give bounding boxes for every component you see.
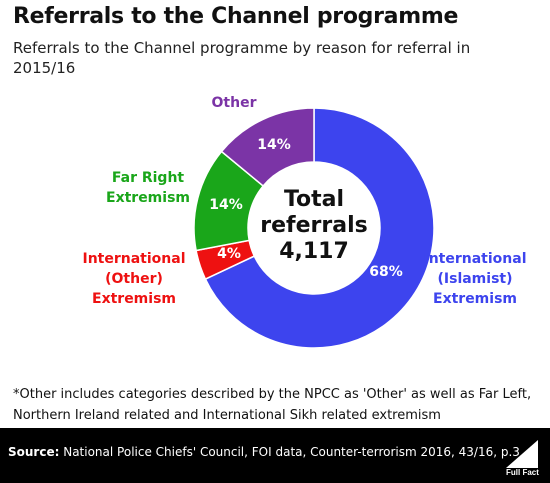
full-fact-logo: Full Fact bbox=[506, 440, 539, 476]
value-label-other: 14% bbox=[257, 137, 291, 153]
chart-title: Referrals to the Channel programme bbox=[13, 4, 459, 29]
chart-subtitle: Referrals to the Channel programme by re… bbox=[13, 39, 471, 77]
source-detail: National Police Chiefs' Council, FOI dat… bbox=[59, 445, 520, 459]
category-label-international-islamist-extremism: International (Islamist) Extremism bbox=[423, 251, 526, 307]
footnote: *Other includes categories described by … bbox=[13, 387, 532, 423]
footer-bar: Source: National Police Chiefs' Council,… bbox=[0, 428, 550, 483]
donut-chart: 68% International (Islamist) Extremism 4% Int… bbox=[82, 95, 527, 349]
value-label-far-right-extremism: 14% bbox=[209, 197, 243, 213]
center-total-label: Total referrals 4,117 bbox=[260, 187, 367, 264]
slice-international-islamist-extremism bbox=[204, 107, 435, 349]
category-label-international-other-extremism: International (Other) Extremism bbox=[82, 251, 185, 307]
value-label-international-islamist-extremism: 68% bbox=[369, 264, 403, 280]
source-label: Source: bbox=[8, 445, 60, 459]
source-text: Source: National Police Chiefs' Council,… bbox=[8, 445, 520, 459]
category-label-other: Other bbox=[212, 95, 257, 111]
slice-other bbox=[220, 107, 315, 187]
category-label-far-right-extremism: Far Right Extremism bbox=[106, 170, 190, 206]
value-label-international-other-extremism: 4% bbox=[217, 246, 241, 262]
logo-text: Full Fact bbox=[506, 468, 539, 476]
